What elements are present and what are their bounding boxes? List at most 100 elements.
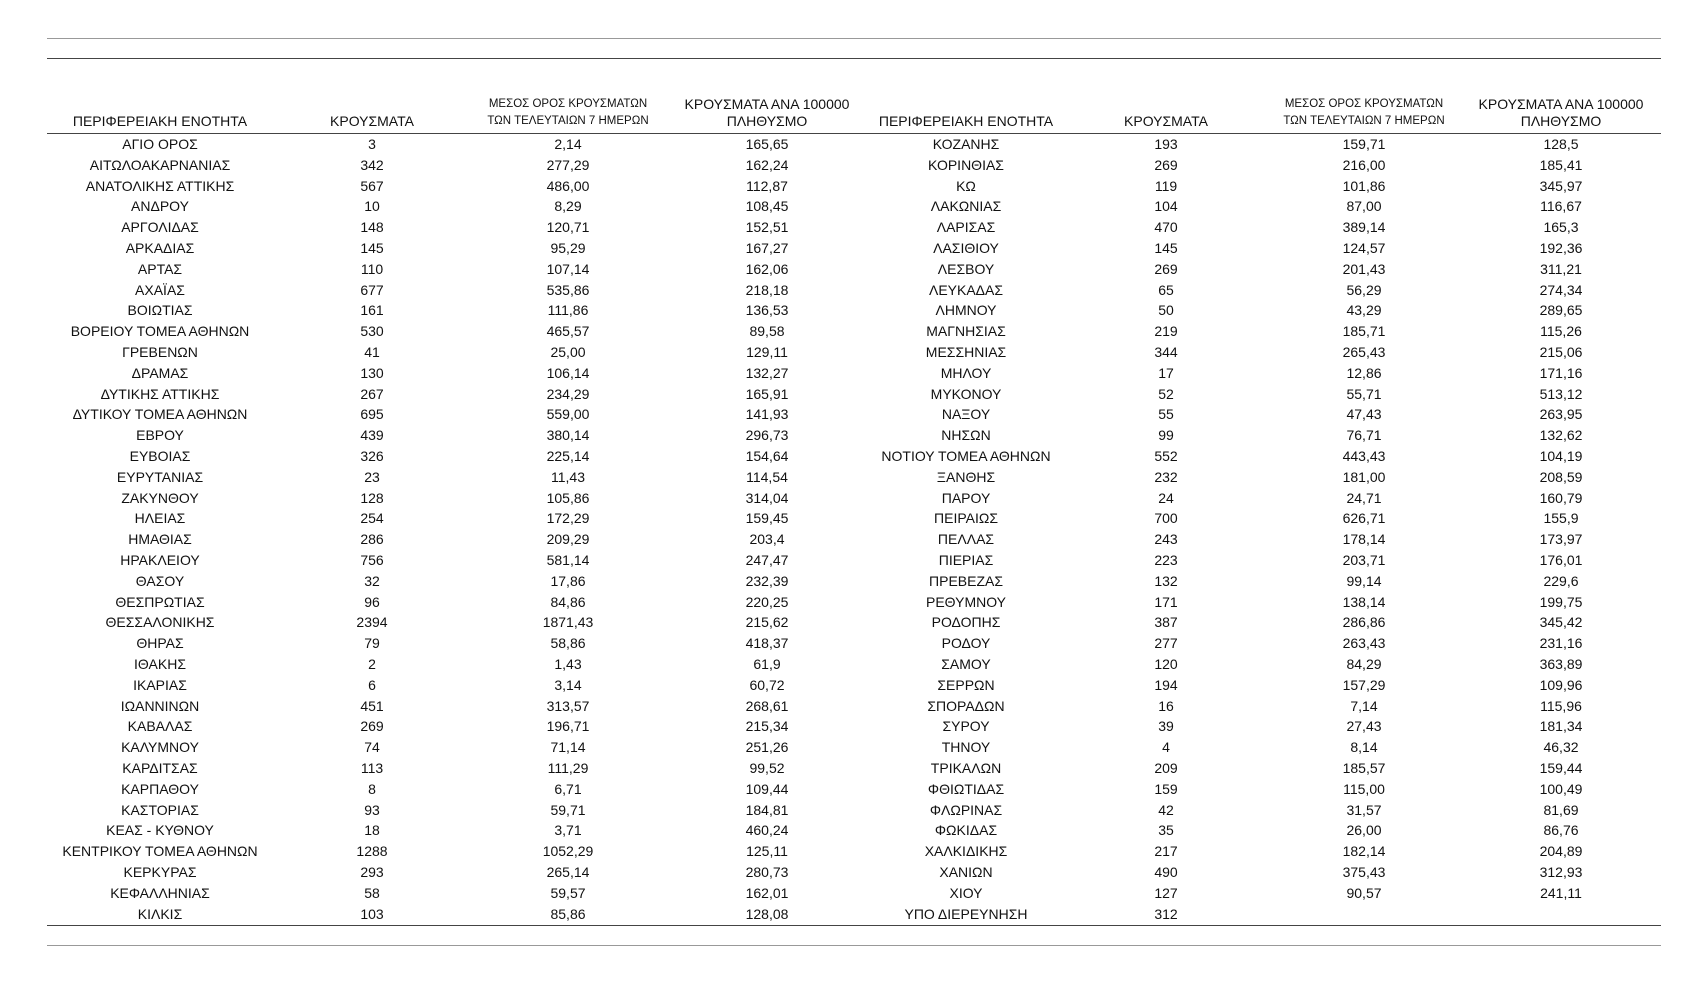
table-cell: 2394 (356, 614, 388, 631)
table-cell: 267 (360, 385, 384, 402)
table-cell: 6,71 (554, 780, 582, 797)
table-cell: 108,45 (745, 198, 789, 215)
table-cell: 26,00 (1346, 822, 1382, 839)
table-cell: 93 (364, 801, 380, 818)
table-cell: 265,43 (1342, 344, 1386, 360)
header-line: ΚΡΟΥΣΜΑΤΑ ΑΝΑ 100000 (684, 96, 850, 112)
table-cell: 46,32 (1543, 739, 1579, 756)
table-cell: 380,14 (546, 427, 590, 444)
table-cell: 700 (1154, 510, 1178, 527)
table-cell: 312,93 (1539, 864, 1583, 880)
table-cell: 269 (1154, 156, 1178, 173)
table-cell: 165,65 (745, 136, 789, 152)
table-cell: 42 (1158, 801, 1174, 818)
table-cell: 216,00 (1342, 156, 1386, 173)
table-cell: 234,29 (546, 385, 590, 402)
table-cell: 32 (364, 572, 380, 589)
table-cell: 141,93 (745, 406, 789, 423)
region-name: ΣΠΟΡΑΔΩΝ (927, 697, 1005, 714)
table-cell: 342 (360, 156, 384, 173)
table-cell: 201,43 (1342, 260, 1386, 277)
table-cell: 193 (1154, 136, 1178, 152)
table-cell: 219 (1154, 323, 1178, 340)
table-cell: 243 (1154, 531, 1178, 548)
region-name: ΚΑΡΔΙΤΣΑΣ (122, 760, 198, 776)
table-cell: 486,00 (546, 177, 590, 194)
table-cell: 105,86 (546, 489, 590, 506)
header-line: ΠΛΗΘΥΣΜΟ (1520, 113, 1602, 129)
table-cell: 129,11 (746, 344, 788, 360)
table-cell: 223 (1154, 552, 1178, 568)
table-cell: 90,57 (1346, 884, 1382, 901)
table-cell: 756 (360, 552, 384, 568)
table-cell: 110 (360, 260, 384, 277)
table-cell: 1871,43 (542, 614, 594, 631)
table-cell: 289,65 (1539, 302, 1583, 319)
table-cell: 165,3 (1543, 219, 1579, 236)
table-cell: 18 (364, 822, 380, 839)
header-line: ΚΡΟΥΣΜΑΤΑ (330, 113, 414, 129)
table-cell: 43,29 (1346, 302, 1382, 319)
table-cell: 109,44 (745, 780, 789, 797)
table-cell: 120 (1154, 656, 1178, 672)
table-cell: 124,57 (1342, 240, 1386, 256)
table-cell: 115,00 (1343, 780, 1385, 797)
region-name: ΝΗΣΩΝ (941, 427, 991, 444)
table-cell: 50 (1158, 302, 1174, 319)
region-name: ΝΑΞΟΥ (941, 406, 991, 423)
table-cell: 194 (1154, 676, 1178, 693)
region-name: ΙΘΑΚΗΣ (134, 656, 186, 672)
header-rule (47, 133, 1661, 134)
table-cell: 23 (364, 468, 380, 485)
table-cell: 47,43 (1346, 406, 1382, 423)
region-name: ΑΙΤΩΛΟΑΚΑΡΝΑΝΙΑΣ (89, 156, 231, 173)
region-name: ΒΟΡΕΙΟΥ ΤΟΜΕΑ ΑΘΗΝΩΝ (70, 323, 250, 340)
table-cell: 4 (1162, 739, 1170, 756)
table-cell: 268,61 (745, 697, 789, 714)
table-cell: 160,79 (1539, 489, 1583, 506)
table-cell: 132 (1154, 572, 1178, 589)
column-header: ΚΡΟΥΣΜΑΤΑ (330, 113, 414, 130)
table-cell: 203,71 (1342, 552, 1386, 568)
region-name: ΙΩΑΝΝΙΝΩΝ (120, 697, 200, 714)
table-cell: 24 (1158, 489, 1174, 506)
table-cell: 274,34 (1539, 281, 1583, 298)
table-cell: 263,95 (1539, 406, 1583, 423)
table-cell: 85,86 (550, 905, 586, 922)
region-name: ΘΕΣΠΡΩΤΙΑΣ (115, 593, 205, 610)
table-cell: 241,11 (1540, 884, 1582, 901)
table-cell: 581,14 (546, 552, 590, 568)
table-cell: 99,52 (749, 760, 785, 776)
table-cell: 96 (364, 593, 380, 610)
region-name: ΑΡΓΟΛΙΔΑΣ (121, 219, 199, 236)
region-name: ΔΥΤΙΚΟΥ ΤΟΜΕΑ ΑΘΗΝΩΝ (72, 406, 248, 423)
table-cell: 159,45 (745, 510, 789, 527)
table-cell: 157,29 (1342, 676, 1386, 693)
region-name: ΡΟΔΟΠΗΣ (931, 614, 1001, 631)
table-cell: 311,21 (1540, 260, 1582, 277)
region-name: ΑΧΑΪΑΣ (135, 281, 185, 298)
region-name: ΝΟΤΙΟΥ ΤΟΜΕΑ ΑΘΗΝΩΝ (881, 448, 1051, 464)
table-cell: 184,81 (745, 801, 789, 818)
table-cell: 31,57 (1346, 801, 1382, 818)
region-name: ΕΥΡΥΤΑΝΙΑΣ (116, 468, 204, 485)
bottom-rule (47, 945, 1661, 946)
table-cell: 247,47 (745, 552, 789, 568)
table-cell: 182,14 (1342, 843, 1386, 860)
table-cell: 1,43 (554, 656, 582, 672)
table-cell: 84,29 (1346, 656, 1382, 672)
table-cell: 12,86 (1346, 364, 1382, 381)
region-name: ΛΑΣΙΘΙΟΥ (933, 240, 999, 256)
table-cell: 178,14 (1342, 531, 1386, 548)
table-cell: 111,86 (547, 302, 589, 319)
region-name: ΤΡΙΚΑΛΩΝ (930, 760, 1002, 776)
table-cell: 490 (1154, 864, 1178, 880)
table-cell: 56,29 (1346, 281, 1382, 298)
region-name: ΦΘΙΩΤΙΔΑΣ (927, 780, 1005, 797)
table-cell: 185,41 (1539, 156, 1583, 173)
table-cell: 55,71 (1346, 385, 1382, 402)
table-cell: 626,71 (1342, 510, 1386, 527)
region-name: ΑΝΔΡΟΥ (131, 198, 189, 215)
table-cell: 136,53 (745, 302, 789, 319)
table-cell: 345,42 (1539, 614, 1583, 631)
